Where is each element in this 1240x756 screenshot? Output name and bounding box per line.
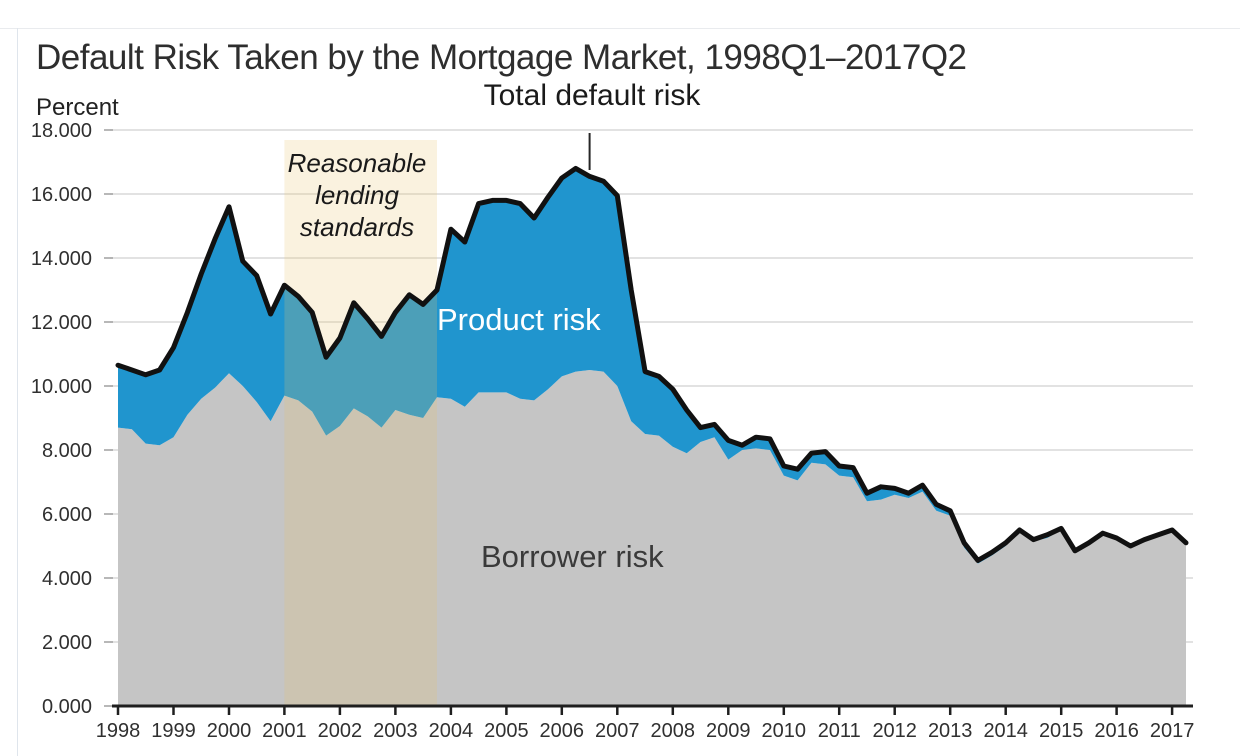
y-tick-label: 10.000 — [31, 376, 92, 398]
slide-top-border — [0, 28, 1240, 29]
slide-left-border — [17, 28, 18, 756]
shade-label-line-1: Reasonable — [287, 148, 427, 178]
x-tick-label: 2009 — [706, 720, 751, 742]
x-tick-label: 2013 — [928, 720, 973, 742]
shade-label-line-3: standards — [299, 212, 415, 242]
y-tick-label: 16.000 — [31, 184, 92, 206]
y-tick-label: 4.000 — [42, 568, 92, 590]
reasonable-lending-standards-annotation: Reasonable lending standards — [257, 147, 457, 243]
chart-title: Default Risk Taken by the Mortgage Marke… — [36, 38, 967, 77]
x-tick-label: 2016 — [1094, 720, 1139, 742]
product-risk-series-label: Product risk — [437, 302, 601, 337]
total-default-risk-line — [115, 165, 1189, 563]
borrower-risk-area — [118, 370, 1186, 705]
x-tick-label: 1998 — [96, 720, 141, 742]
y-tick-label: 18.000 — [31, 120, 92, 142]
x-tick-label: 2012 — [872, 720, 917, 742]
x-tick-label: 2007 — [595, 720, 640, 742]
borrower-risk-series-label: Borrower risk — [481, 539, 664, 574]
x-tick-label: 2003 — [373, 720, 418, 742]
x-tick-label: 2017 — [1150, 720, 1195, 742]
x-tick-label: 2006 — [540, 720, 585, 742]
product-risk-area — [118, 168, 1186, 564]
y-axis-unit-label: Percent — [36, 94, 119, 121]
total-default-risk-annotation: Total default risk — [483, 79, 701, 112]
y-tick-label: 0.000 — [42, 696, 92, 718]
x-tick-label: 2001 — [262, 720, 307, 742]
y-tick-label: 6.000 — [42, 504, 92, 526]
x-tick-label: 2010 — [762, 720, 807, 742]
reasonable-lending-standards-shade — [284, 140, 437, 705]
y-tick-label: 12.000 — [31, 312, 92, 334]
y-tick-label: 8.000 — [42, 440, 92, 462]
x-tick-label: 2000 — [207, 720, 252, 742]
y-tick-label: 2.000 — [42, 632, 92, 654]
x-tick-label: 2014 — [983, 720, 1028, 742]
shade-label-line-2: lending — [315, 180, 399, 210]
x-tick-label: 2008 — [651, 720, 696, 742]
x-tick-label: 2011 — [818, 720, 861, 742]
x-tick-label: 1999 — [151, 720, 196, 742]
x-tick-label: 2005 — [484, 720, 529, 742]
x-tick-label: 2015 — [1039, 720, 1084, 742]
y-tick-label: 14.000 — [31, 248, 92, 270]
x-tick-label: 2004 — [429, 720, 474, 742]
x-tick-label: 2002 — [318, 720, 363, 742]
